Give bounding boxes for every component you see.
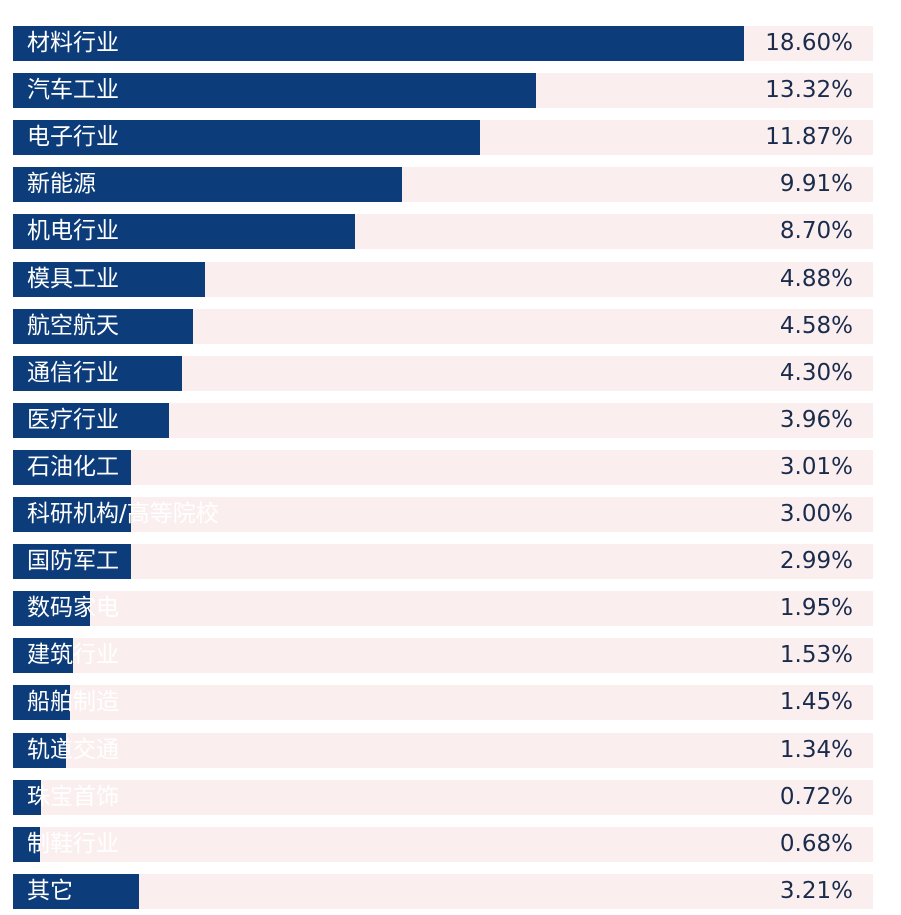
value-label: 1.34% [779, 737, 853, 763]
bar-row: 模具工业 4.88% [13, 262, 873, 297]
category-label: 材料行业 [27, 30, 119, 56]
category-label: 新能源 [27, 171, 96, 197]
category-label: 通信行业 [27, 360, 119, 386]
bar [13, 450, 131, 485]
bar-track [13, 685, 873, 720]
category-label: 航空航天 [27, 313, 119, 339]
bar [13, 827, 40, 862]
value-label: 0.68% [779, 831, 853, 857]
bar-track [13, 733, 873, 768]
bar-track [13, 638, 873, 673]
value-label: 1.95% [779, 595, 853, 621]
value-label: 18.60% [765, 30, 853, 56]
category-label: 珠宝首饰 [27, 784, 119, 810]
bar-row: 石油化工 3.01% [13, 450, 873, 485]
bar [13, 403, 169, 438]
bar [13, 73, 536, 108]
category-label: 其它 [27, 878, 73, 904]
bar-row: 材料行业 18.60% [13, 26, 873, 61]
bar-track [13, 591, 873, 626]
category-label: 数码家电 [27, 595, 119, 621]
bar-row: 医疗行业 3.96% [13, 403, 873, 438]
bar-track [13, 544, 873, 579]
bar [13, 120, 480, 155]
bar-row: 汽车工业 13.32% [13, 73, 873, 108]
bar [13, 214, 355, 249]
bar-row: 轨道交通 1.34% [13, 733, 873, 768]
bar [13, 356, 182, 391]
bar-row: 通信行业 4.30% [13, 356, 873, 391]
value-label: 13.32% [765, 77, 853, 103]
category-label: 轨道交通 [27, 737, 119, 763]
value-label: 4.30% [779, 360, 853, 386]
bar [13, 26, 744, 61]
value-label: 3.01% [779, 454, 853, 480]
bar [13, 262, 205, 297]
bar [13, 733, 66, 768]
bar [13, 638, 73, 673]
bar-track [13, 450, 873, 485]
bar-row: 船舶制造 1.45% [13, 685, 873, 720]
category-label: 制鞋行业 [27, 831, 119, 857]
bar [13, 874, 139, 909]
bar-track [13, 874, 873, 909]
value-label: 4.88% [779, 266, 853, 292]
bar-row: 航空航天 4.58% [13, 309, 873, 344]
category-label: 建筑行业 [27, 642, 119, 668]
bar-row: 建筑行业 1.53% [13, 638, 873, 673]
value-label: 1.53% [779, 642, 853, 668]
bar [13, 591, 90, 626]
value-label: 4.58% [779, 313, 853, 339]
bar-track [13, 780, 873, 815]
bar-row: 电子行业 11.87% [13, 120, 873, 155]
value-label: 3.21% [779, 878, 853, 904]
bar-track [13, 827, 873, 862]
bar [13, 544, 131, 579]
category-label: 科研机构/高等院校 [27, 501, 219, 527]
bar-row: 国防军工 2.99% [13, 544, 873, 579]
category-label: 医疗行业 [27, 407, 119, 433]
bar-row: 珠宝首饰 0.72% [13, 780, 873, 815]
value-label: 1.45% [779, 689, 853, 715]
bar-row: 其它 3.21% [13, 874, 873, 909]
category-label: 汽车工业 [27, 77, 119, 103]
bar-row: 新能源 9.91% [13, 167, 873, 202]
bar [13, 685, 70, 720]
bar [13, 497, 131, 532]
bar-track [13, 497, 873, 532]
value-label: 3.00% [779, 501, 853, 527]
category-label: 模具工业 [27, 266, 119, 292]
category-label: 电子行业 [27, 124, 119, 150]
value-label: 8.70% [779, 218, 853, 244]
bar [13, 167, 402, 202]
value-label: 11.87% [765, 124, 853, 150]
category-label: 国防军工 [27, 548, 119, 574]
category-label: 机电行业 [27, 218, 119, 244]
value-label: 3.96% [779, 407, 853, 433]
bar-row: 数码家电 1.95% [13, 591, 873, 626]
bar [13, 309, 193, 344]
value-label: 9.91% [779, 171, 853, 197]
value-label: 2.99% [779, 548, 853, 574]
category-label: 船舶制造 [27, 689, 119, 715]
bar-row: 机电行业 8.70% [13, 214, 873, 249]
bar-row: 科研机构/高等院校 3.00% [13, 497, 873, 532]
value-label: 0.72% [779, 784, 853, 810]
bar [13, 780, 41, 815]
category-label: 石油化工 [27, 454, 119, 480]
bar-row: 制鞋行业 0.68% [13, 827, 873, 862]
